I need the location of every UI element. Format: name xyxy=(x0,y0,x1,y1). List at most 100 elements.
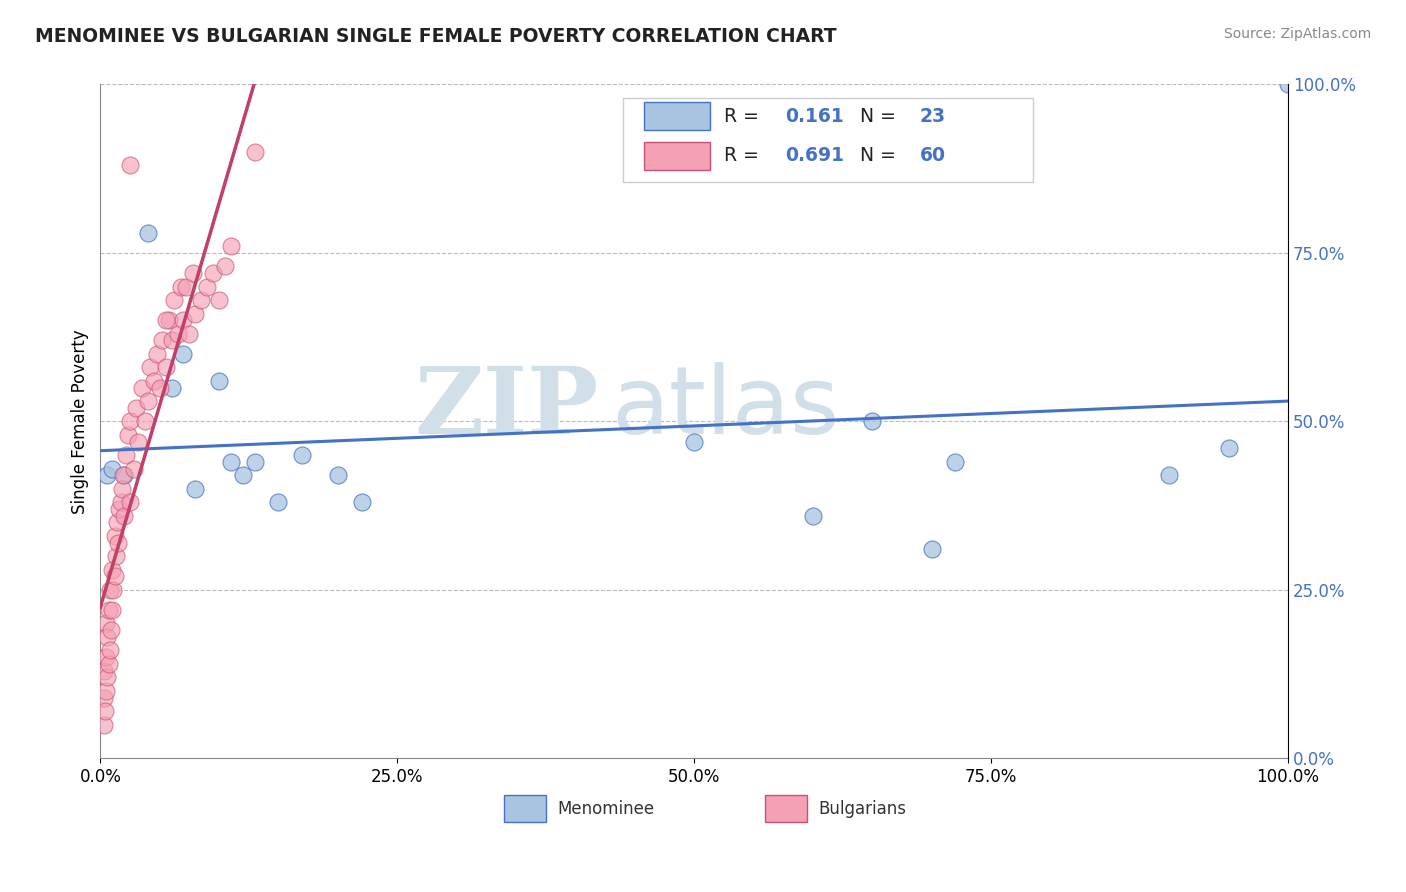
Text: R =: R = xyxy=(724,146,765,165)
Point xyxy=(243,455,266,469)
Point xyxy=(118,495,141,509)
Point xyxy=(921,542,943,557)
Text: 0.161: 0.161 xyxy=(786,106,845,126)
Point xyxy=(118,158,141,172)
Point xyxy=(184,306,207,320)
Text: 60: 60 xyxy=(920,146,946,165)
Text: Source: ZipAtlas.com: Source: ZipAtlas.com xyxy=(1223,27,1371,41)
Point xyxy=(111,482,134,496)
Point xyxy=(96,683,118,698)
Point xyxy=(100,624,122,638)
Point xyxy=(96,650,118,665)
Point xyxy=(232,468,254,483)
Text: N =: N = xyxy=(860,106,903,126)
Point xyxy=(98,643,121,657)
Point xyxy=(136,226,159,240)
Point xyxy=(170,279,193,293)
Point xyxy=(202,266,225,280)
Text: R =: R = xyxy=(724,106,765,126)
Y-axis label: Single Female Poverty: Single Female Poverty xyxy=(72,329,89,514)
Point xyxy=(350,495,373,509)
Point xyxy=(173,313,195,327)
Point xyxy=(110,495,132,509)
Point xyxy=(1218,442,1240,456)
Point xyxy=(945,455,967,469)
Point xyxy=(101,563,124,577)
Text: Bulgarians: Bulgarians xyxy=(818,800,907,818)
Polygon shape xyxy=(623,98,1032,182)
Polygon shape xyxy=(644,142,710,169)
Point xyxy=(208,374,231,388)
Text: ZIP: ZIP xyxy=(415,363,599,453)
Text: MENOMINEE VS BULGARIAN SINGLE FEMALE POVERTY CORRELATION CHART: MENOMINEE VS BULGARIAN SINGLE FEMALE POV… xyxy=(35,27,837,45)
Point xyxy=(115,448,138,462)
Point xyxy=(125,401,148,415)
Text: atlas: atlas xyxy=(612,362,839,454)
Point xyxy=(112,468,135,483)
Point xyxy=(219,455,242,469)
Point xyxy=(93,690,115,705)
Point xyxy=(105,516,128,530)
Point xyxy=(160,381,183,395)
Text: N =: N = xyxy=(860,146,903,165)
Point xyxy=(118,414,141,428)
Point xyxy=(190,293,212,307)
Point xyxy=(683,434,706,449)
Point xyxy=(195,279,218,293)
Point xyxy=(267,495,290,509)
Point xyxy=(101,461,124,475)
Point xyxy=(96,616,118,631)
Point xyxy=(117,427,139,442)
Point xyxy=(1159,468,1181,483)
Point xyxy=(326,468,349,483)
Point xyxy=(112,508,135,523)
Point xyxy=(96,630,118,644)
Point xyxy=(139,360,162,375)
Point xyxy=(101,603,124,617)
Point xyxy=(214,260,236,274)
Point xyxy=(166,326,188,341)
Point xyxy=(134,414,156,428)
Point xyxy=(93,717,115,731)
Point xyxy=(104,529,127,543)
Text: 0.691: 0.691 xyxy=(786,146,845,165)
Point xyxy=(146,347,169,361)
Point xyxy=(104,549,127,563)
Point xyxy=(160,334,183,348)
Polygon shape xyxy=(765,796,807,822)
Point xyxy=(131,381,153,395)
Polygon shape xyxy=(644,102,710,130)
Point xyxy=(163,293,186,307)
Polygon shape xyxy=(505,796,546,822)
Point xyxy=(127,434,149,449)
Point xyxy=(108,502,131,516)
Point xyxy=(155,360,177,375)
Point xyxy=(208,293,231,307)
Point xyxy=(243,145,266,159)
Point xyxy=(96,670,118,684)
Point xyxy=(93,664,115,678)
Point xyxy=(174,279,197,293)
Point xyxy=(94,704,117,718)
Point xyxy=(122,461,145,475)
Text: 23: 23 xyxy=(920,106,946,126)
Text: Menominee: Menominee xyxy=(558,800,655,818)
Point xyxy=(97,657,120,671)
Point xyxy=(97,603,120,617)
Point xyxy=(111,468,134,483)
Point xyxy=(801,508,824,523)
Point xyxy=(155,313,177,327)
Point xyxy=(103,582,125,597)
Point xyxy=(173,347,195,361)
Point xyxy=(104,569,127,583)
Point xyxy=(96,468,118,483)
Point xyxy=(184,482,207,496)
Point xyxy=(149,381,172,395)
Point xyxy=(181,266,204,280)
Point xyxy=(157,313,180,327)
Point xyxy=(179,326,201,341)
Point xyxy=(1277,78,1299,92)
Point xyxy=(136,394,159,409)
Point xyxy=(98,582,121,597)
Point xyxy=(291,448,314,462)
